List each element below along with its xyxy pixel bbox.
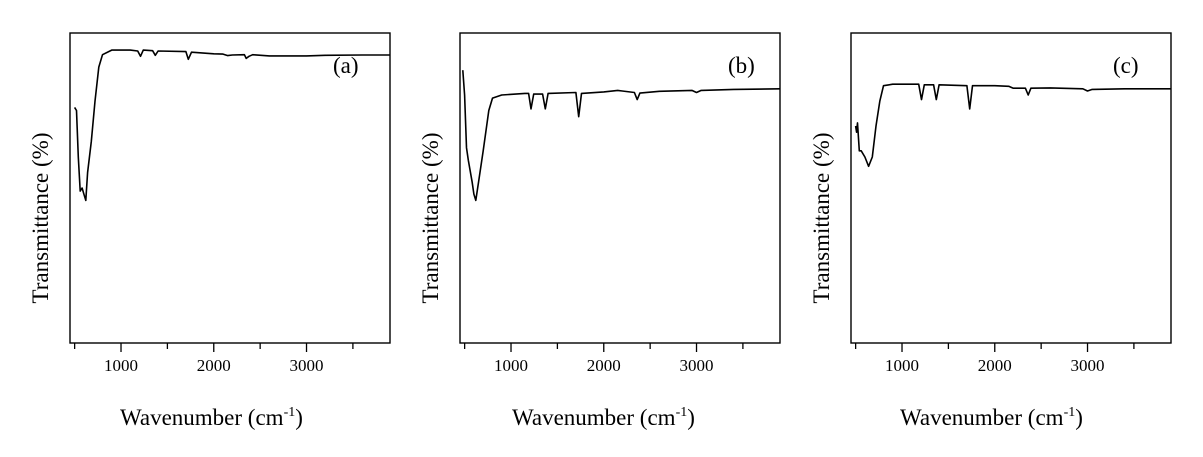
x-tick-label: 3000 [1071,356,1105,375]
panel-label: (a) [333,53,359,78]
x-tick-label: 3000 [290,356,324,375]
x-tick-label: 1000 [885,356,919,375]
y-axis-label: Transmittance (%) [418,133,443,304]
panel-label: (c) [1113,53,1139,78]
x-axis-label-close: ) [1075,405,1083,430]
chart-c: 1000 2000 3000 (c) Wavenumber (cm-1) Trans… [809,32,1172,430]
panel-b: 1000 2000 3000 (b) Wavenumber (cm-1) Trans… [390,0,790,457]
plot-frame [69,32,391,344]
spectrum-line [854,83,1171,168]
panel-a: 1000 2000 3000 (a) Wavenumber (cm-1) Trans… [0,0,400,457]
x-ticks: 1000 2000 3000 [73,343,354,375]
y-axis-label: Transmittance (%) [28,133,53,304]
x-tick-label: 1000 [494,356,528,375]
x-ticks: 1000 2000 3000 [854,343,1135,375]
x-axis-label-sup: -1 [676,405,688,420]
x-axis-label-sup: -1 [1064,405,1076,420]
x-axis-label-close: ) [687,405,695,430]
x-axis-label-text: Wavenumber (cm [900,405,1064,430]
panel-c: 1000 2000 3000 (c) Wavenumber (cm-1) Trans… [781,0,1181,457]
x-tick-label: 3000 [680,356,714,375]
chart-b: 1000 2000 3000 (b) Wavenumber (cm-1) Trans… [418,32,781,430]
x-axis-label-text: Wavenumber (cm [512,405,676,430]
x-ticks: 1000 2000 3000 [463,343,744,375]
x-tick-label: 1000 [104,356,138,375]
y-axis-label: Transmittance (%) [809,133,834,304]
spectrum-line [462,70,781,202]
x-axis-label-close: ) [295,405,303,430]
x-tick-label: 2000 [978,356,1012,375]
plot-frame [459,32,781,344]
plot-frame [850,32,1172,344]
chart-a: 1000 2000 3000 (a) Wavenumber (cm-1) Trans… [28,32,391,430]
panel-label: (b) [728,53,755,78]
spectrum-line [73,49,390,202]
x-axis-label-sup: -1 [284,405,296,420]
x-tick-label: 2000 [197,356,231,375]
x-tick-label: 2000 [587,356,621,375]
x-axis-label: Wavenumber (cm-1) [900,405,1083,430]
x-axis-label: Wavenumber (cm-1) [120,405,303,430]
x-axis-label: Wavenumber (cm-1) [512,405,695,430]
x-axis-label-text: Wavenumber (cm [120,405,284,430]
